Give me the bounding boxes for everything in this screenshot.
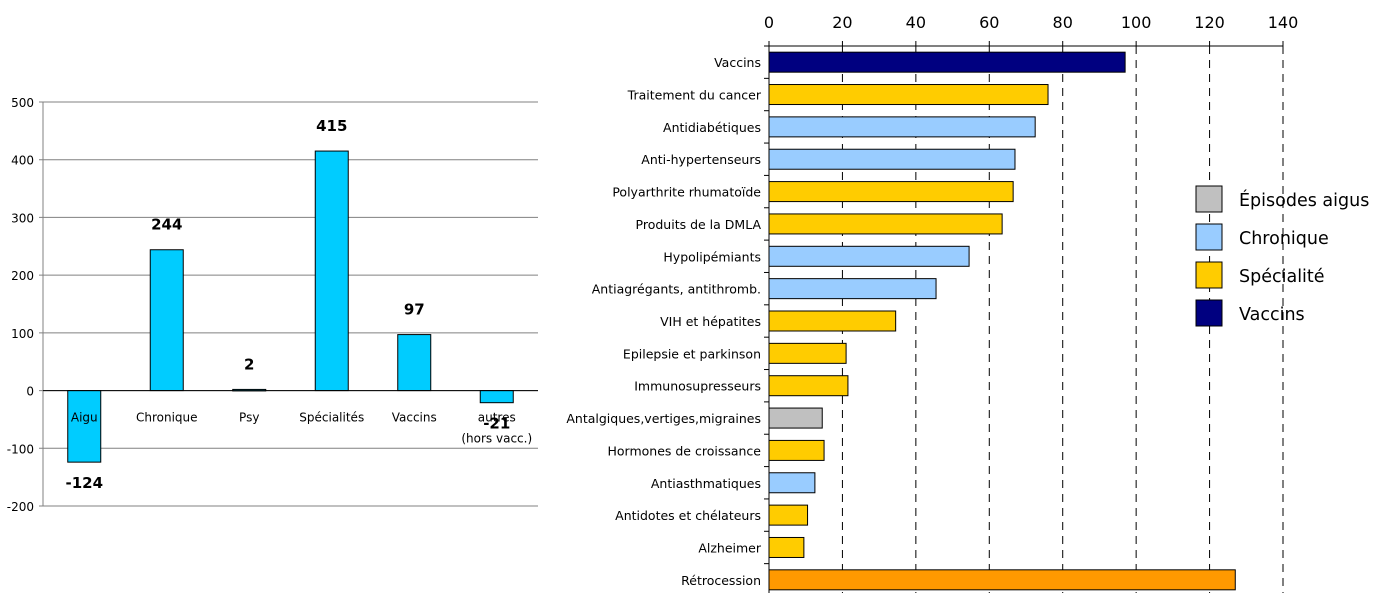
right-x-tick-label-3: 60 <box>979 13 999 32</box>
legend-label-vaccins: Vaccins <box>1239 305 1305 325</box>
left-y-tick-label-5: 300 <box>11 211 34 225</box>
right-bar-10 <box>769 376 848 396</box>
right-bar-6 <box>769 246 969 266</box>
right-bar-3 <box>769 149 1015 169</box>
left-bar-1 <box>150 250 183 391</box>
left-y-tick-label-1: -100 <box>7 442 34 456</box>
left-y-tick-label-7: 500 <box>11 96 34 110</box>
legend-swatch-vaccins <box>1196 300 1222 326</box>
left-category-label-0-0: Aigu <box>71 411 98 425</box>
left-data-label-0: -124 <box>65 474 103 492</box>
right-bar-4 <box>769 182 1013 202</box>
right-category-label-13: Antiasthmatiques <box>651 476 761 491</box>
right-x-tick-label-2: 40 <box>906 13 926 32</box>
left-y-tick-label-0: -200 <box>7 500 34 514</box>
right-category-label-12: Hormones de croissance <box>607 443 761 458</box>
right-bar-12 <box>769 440 824 460</box>
left-category-label-3-0: Spécialités <box>299 411 364 425</box>
right-category-label-1: Traitement du cancer <box>627 88 762 103</box>
right-category-label-2: Antidiabétiques <box>663 120 761 135</box>
left-category-label-4-0: Vaccins <box>392 411 437 425</box>
right-category-label-6: Hypolipémiants <box>663 249 761 264</box>
right-category-label-8: VIH et hépatites <box>660 314 761 329</box>
legend-swatch-specialite <box>1196 262 1222 288</box>
left-category-label-5-0: autres <box>478 411 516 425</box>
right-bar-1 <box>769 85 1048 105</box>
legend-swatch-chronique <box>1196 224 1222 250</box>
right-bar-2 <box>769 117 1035 137</box>
left-data-label-3: 415 <box>316 117 347 135</box>
left-data-label-2: 2 <box>244 355 254 373</box>
right-category-label-15: Alzheimer <box>698 540 762 555</box>
right-category-label-14: Antidotes et chélateurs <box>615 508 761 523</box>
left-data-label-1: 244 <box>151 216 182 234</box>
right-bar-8 <box>769 311 896 331</box>
right-bar-7 <box>769 279 936 299</box>
left-bar-3 <box>315 151 348 391</box>
right-x-tick-label-5: 100 <box>1121 13 1152 32</box>
left-category-label-2-0: Psy <box>239 411 259 425</box>
right-category-label-16: Rétrocession <box>681 573 761 588</box>
right-x-tick-label-4: 80 <box>1053 13 1073 32</box>
right-bar-chart: 0 20 40 60 80 100 120 140 Vaccins Traitement du c… <box>566 13 1369 593</box>
right-bar-9 <box>769 343 846 363</box>
right-bar-14 <box>769 505 808 525</box>
right-category-label-9: Epilepsie et parkinson <box>623 346 761 361</box>
left-y-tick-label-2: 0 <box>26 385 34 399</box>
left-bar-5 <box>480 391 513 403</box>
right-bar-15 <box>769 537 804 557</box>
legend-swatch-aigu <box>1196 186 1222 212</box>
legend-label-chronique: Chronique <box>1239 229 1329 249</box>
left-bar-chart: -200 -100 0 100 200 300 400 500 -124 Aigu 244 Chron… <box>7 96 538 514</box>
left-category-label-5-1: (hors vacc.) <box>461 432 532 446</box>
right-bar-16 <box>769 570 1235 590</box>
right-category-label-3: Anti-hypertenseurs <box>641 152 761 167</box>
right-x-tick-label-7: 140 <box>1268 13 1299 32</box>
left-category-label-1-0: Chronique <box>136 411 198 425</box>
right-category-label-5: Produits de la DMLA <box>636 217 762 232</box>
right-x-tick-label-6: 120 <box>1194 13 1225 32</box>
right-bar-11 <box>769 408 822 428</box>
right-category-label-11: Antalgiques,vertiges,migraines <box>566 411 761 426</box>
right-category-label-10: Immunosupresseurs <box>634 379 761 394</box>
legend-label-aigu: Épisodes aigus <box>1239 189 1369 211</box>
right-x-tick-label-0: 0 <box>764 13 774 32</box>
right-bar-0 <box>769 52 1125 72</box>
right-category-label-0: Vaccins <box>714 55 761 70</box>
left-bar-0 <box>68 391 101 463</box>
right-bar-13 <box>769 473 815 493</box>
right-x-tick-label-1: 20 <box>832 13 852 32</box>
legend-label-specialite: Spécialité <box>1239 267 1325 287</box>
left-data-label-4: 97 <box>404 301 425 319</box>
left-y-tick-label-4: 200 <box>11 269 34 283</box>
left-y-tick-label-3: 100 <box>11 327 34 341</box>
left-bar-4 <box>398 335 431 391</box>
left-y-tick-label-6: 400 <box>11 154 34 168</box>
right-category-label-7: Antiagrégants, antithromb. <box>592 282 761 297</box>
right-category-label-4: Polyarthrite rhumatoïde <box>612 185 761 200</box>
right-bar-5 <box>769 214 1002 234</box>
